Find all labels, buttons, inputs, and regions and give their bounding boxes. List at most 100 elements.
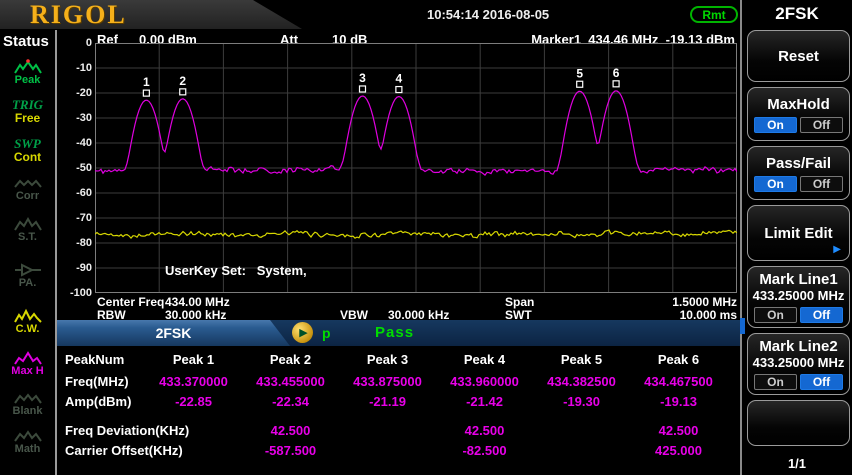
limit-edit-button[interactable]: Limit Edit ▶: [747, 205, 850, 261]
main-area: Ref 0.00 dBm Att 10 dB Marker1 434.46 MH…: [57, 30, 740, 475]
y-axis-tick: -50: [76, 162, 92, 174]
cell: 433.960000: [450, 374, 519, 389]
y-axis-tick: -10: [76, 62, 92, 74]
pass-fail-off-option[interactable]: Off: [800, 175, 843, 192]
mark-line1-on-option[interactable]: On: [754, 307, 797, 323]
trace-clear-write-trace: [95, 229, 737, 240]
swt-label: SWT: [505, 308, 532, 322]
userkey-message: UserKey Set: System,: [165, 263, 307, 278]
y-axis-tick: -20: [76, 87, 92, 99]
maxhold-button[interactable]: MaxHold On Off: [747, 87, 850, 141]
mark-line2-off-option[interactable]: Off: [800, 374, 843, 390]
maxhold-on-option[interactable]: On: [754, 116, 797, 133]
row-label: Freq(MHz): [65, 374, 129, 389]
peak-marker-square: [142, 89, 150, 97]
mark-line1-toggle: On Off: [754, 307, 843, 323]
cw-wave-icon: [13, 308, 42, 323]
rigol-logo-text: RIGOL: [30, 0, 127, 29]
menu-page-marker: [740, 318, 745, 334]
top-bar: RIGOL 10:54:14 2016-08-05 Rmt: [0, 0, 740, 30]
cell: -22.85: [175, 394, 212, 409]
col-header: Peak 3: [366, 352, 409, 367]
status-title: Status: [3, 33, 49, 50]
cell: 425.000: [655, 443, 702, 458]
mark-line1-value: 433.25000 MHz: [752, 288, 845, 303]
center-freq-value: 434.00 MHz: [165, 295, 230, 309]
col-header: Peak 5: [560, 352, 603, 367]
peak-marker-number: 5: [576, 66, 583, 80]
mark-line2-button[interactable]: Mark Line2 433.25000 MHz On Off: [747, 333, 850, 395]
maxhold-off-option[interactable]: Off: [800, 116, 843, 133]
status-item-cw: C.W.: [0, 308, 55, 336]
cell: [145, 423, 242, 438]
peak-marker-number: 1: [143, 75, 150, 89]
status-item-st: S.T.: [0, 216, 55, 244]
rbw-value: 30.000 kHz: [165, 308, 227, 322]
reset-button[interactable]: Reset: [747, 30, 850, 82]
cell: 42.500: [270, 423, 311, 438]
cell: -19.13: [660, 394, 697, 409]
status-item-label: Math: [14, 443, 41, 455]
cell: 42.500: [658, 423, 699, 438]
col-header: PeakNum: [65, 352, 125, 367]
math-wave-icon: [13, 430, 42, 442]
pass-fail-toggle: On Off: [754, 175, 843, 192]
sweep-label: SWP: [14, 136, 41, 151]
status-item-pa: PA.: [0, 262, 55, 290]
empty-softkey[interactable]: [747, 400, 850, 446]
sweep-mode: Cont: [13, 149, 42, 164]
cell: -19.30: [563, 394, 600, 409]
cell: [339, 423, 436, 438]
tab-2fsk: 2FSK: [57, 320, 290, 346]
peak-marker-number: 3: [359, 71, 366, 85]
status-item-label: Corr: [15, 190, 40, 202]
status-sidebar: Status Peak TRIG Free SWP Cont Corr: [0, 30, 57, 475]
maxhold-toggle: On Off: [754, 116, 843, 133]
table-header-row: PeakNum Peak 1 Peak 2 Peak 3 Peak 4 Peak…: [65, 352, 735, 367]
pass-fail-on-option[interactable]: On: [754, 175, 797, 192]
pa-amp-icon: [14, 263, 41, 277]
cell: -21.19: [369, 394, 406, 409]
span-value: 1.5000 MHz: [672, 295, 737, 309]
row-label: Freq Deviation(KHz): [65, 423, 190, 438]
pass-fail-button[interactable]: Pass/Fail On Off: [747, 146, 850, 200]
cell: 433.455000: [256, 374, 325, 389]
y-axis-tick: -60: [76, 187, 92, 199]
peak-table: PeakNum Peak 1 Peak 2 Peak 3 Peak 4 Peak…: [65, 352, 735, 458]
mark-line1-off-option[interactable]: Off: [800, 307, 843, 323]
status-item-math: Math: [0, 429, 55, 456]
blank-wave-icon: [13, 393, 42, 404]
span-label: Span: [505, 295, 535, 309]
table-row-freq-deviation: Freq Deviation(KHz) 42.500 42.500 42.500: [65, 423, 735, 438]
col-header: Peak 4: [463, 352, 506, 367]
peak-wave-icon: [13, 59, 42, 74]
run-state-icon: ▶: [292, 322, 313, 343]
y-axis-tick: -90: [76, 262, 92, 274]
swt-value: 10.000 ms: [679, 308, 737, 322]
peak-marker-square: [612, 80, 620, 88]
table-row-carrier-offset: Carrier Offset(KHz) -587.500 -82.500 425…: [65, 443, 735, 458]
cell: -21.42: [466, 394, 503, 409]
trigger-label: TRIG: [11, 97, 44, 112]
status-item-label: S.T.: [18, 231, 37, 243]
datetime: 10:54:14 2016-08-05: [427, 7, 550, 22]
softkey-menu: 2FSK Reset MaxHold On Off Pass/Fail On O…: [740, 0, 852, 475]
cell: 433.370000: [159, 374, 228, 389]
measurement-tab-bar: 2FSK ▶ p Pass: [57, 320, 740, 346]
vbw-value: 30.000 kHz: [388, 308, 450, 322]
status-item-label: Max H: [11, 365, 44, 377]
peak-marker-number: 6: [613, 66, 620, 80]
col-header: Peak 6: [657, 352, 700, 367]
status-item-label: Blank: [12, 405, 43, 417]
row-label: Amp(dBm): [65, 394, 132, 409]
status-item-label: Peak: [14, 74, 41, 86]
mark-line1-button[interactable]: Mark Line1 433.25000 MHz On Off: [747, 266, 850, 328]
status-item-corr: Corr: [0, 176, 55, 203]
cell: 434.382500: [547, 374, 616, 389]
cell: -22.34: [272, 394, 309, 409]
menu-title: 2FSK: [775, 4, 819, 23]
cell: [145, 443, 242, 458]
mark-line2-on-option[interactable]: On: [754, 374, 797, 390]
cell: [533, 423, 630, 438]
